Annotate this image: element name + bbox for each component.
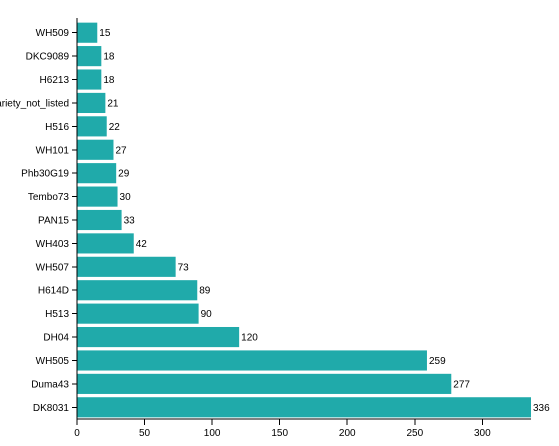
value-label-WH505: 259 <box>429 356 446 367</box>
category-label-DKC9089: DKC9089 <box>26 52 70 63</box>
category-label-WH507: WH507 <box>36 262 70 273</box>
bar-H614D <box>77 280 198 301</box>
value-label-PAN15: 33 <box>124 216 136 227</box>
value-label-DKC9089: 18 <box>103 52 115 63</box>
bar-Duma43 <box>77 373 452 394</box>
x-tick-label-150: 150 <box>271 428 288 439</box>
category-label-WH505: WH505 <box>36 356 70 367</box>
x-tick-label-200: 200 <box>339 428 356 439</box>
x-tick-label-50: 50 <box>139 428 151 439</box>
bar-H513 <box>77 303 199 324</box>
bars-group <box>77 22 531 418</box>
category-label-WH101: WH101 <box>36 145 70 156</box>
bar-Variety_not_listed <box>77 92 106 114</box>
value-label-Phb30G19: 29 <box>118 169 130 180</box>
category-label-DK8031: DK8031 <box>33 403 70 414</box>
bar-Tembo73 <box>77 186 118 207</box>
value-label-WH509: 15 <box>99 28 111 39</box>
bar-H516 <box>77 116 107 137</box>
category-label-Variety_not_listed: Variety_not_listed <box>0 98 69 109</box>
category-label-H6213: H6213 <box>40 75 70 86</box>
bar-WH101 <box>77 139 114 160</box>
bar-DK8031 <box>77 397 531 418</box>
bar-PAN15 <box>77 209 122 231</box>
category-label-PAN15: PAN15 <box>38 216 69 227</box>
bar-DKC9089 <box>77 46 102 67</box>
bar-Phb30G19 <box>77 163 117 184</box>
value-label-DK8031: 336 <box>533 403 550 414</box>
value-label-H516: 22 <box>109 122 121 133</box>
value-label-H6213: 18 <box>103 75 115 86</box>
value-label-Duma43: 277 <box>453 379 470 390</box>
x-tick-label-300: 300 <box>474 428 491 439</box>
bar-WH507 <box>77 256 176 277</box>
category-label-H614D: H614D <box>38 286 69 297</box>
bar-WH403 <box>77 233 134 254</box>
x-axis: 0 50 100 150 200 250 300 <box>74 418 531 439</box>
x-tick-label-250: 250 <box>406 428 423 439</box>
category-label-WH403: WH403 <box>36 239 70 250</box>
value-label-Tembo73: 30 <box>120 192 132 203</box>
value-label-Variety_not_listed: 21 <box>107 98 119 109</box>
x-tick-label-100: 100 <box>204 428 221 439</box>
value-label-H513: 90 <box>201 309 213 320</box>
value-labels-group: 15 18 18 21 22 27 29 30 33 42 73 89 90 120 259 277 336 <box>99 28 550 414</box>
category-label-Tembo73: Tembo73 <box>28 192 70 203</box>
value-label-WH101: 27 <box>115 145 127 156</box>
bar-WH509 <box>77 22 98 43</box>
category-label-Phb30G19: Phb30G19 <box>21 169 69 180</box>
y-axis: WH509 DKC9089 H6213 Variety_not_listed H516 W… <box>0 18 78 419</box>
value-label-WH403: 42 <box>136 239 148 250</box>
value-label-H614D: 89 <box>199 286 211 297</box>
bar-DH04 <box>77 326 240 348</box>
category-label-Duma43: Duma43 <box>31 379 69 390</box>
category-label-DH04: DH04 <box>43 333 69 344</box>
value-label-DH04: 120 <box>241 333 258 344</box>
category-label-H513: H513 <box>45 309 69 320</box>
category-label-WH509: WH509 <box>36 28 70 39</box>
bar-WH505 <box>77 350 427 371</box>
category-label-H516: H516 <box>45 122 69 133</box>
value-label-WH507: 73 <box>178 262 190 273</box>
bar-H6213 <box>77 69 102 90</box>
x-tick-label-0: 0 <box>74 428 80 439</box>
